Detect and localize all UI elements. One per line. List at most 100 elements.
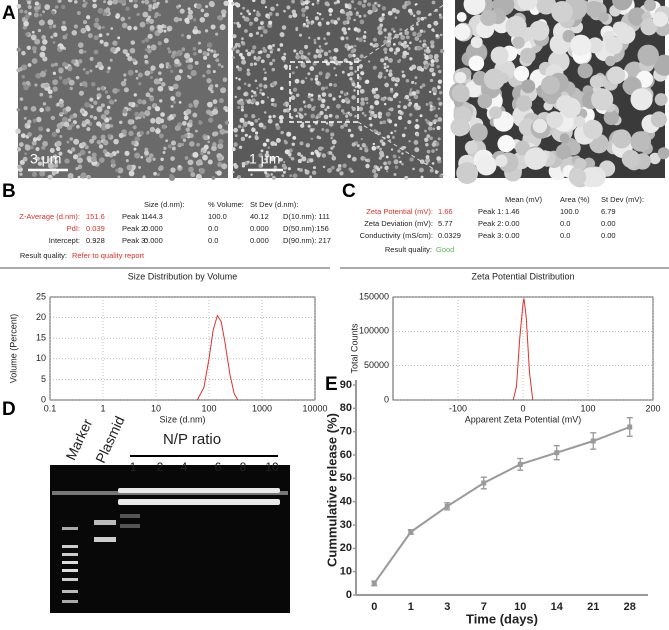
panel-label: D	[2, 399, 16, 420]
texture	[260, 0, 266, 5]
x-tick-label: -100	[449, 403, 467, 413]
texture	[347, 53, 353, 58]
texture	[406, 0, 412, 6]
texture	[321, 127, 325, 132]
texture	[419, 29, 424, 33]
texture	[240, 105, 244, 109]
texture	[116, 150, 120, 154]
texture	[345, 36, 349, 40]
texture	[144, 150, 150, 156]
texture	[267, 16, 271, 19]
texture	[438, 69, 442, 74]
texture	[186, 34, 192, 40]
texture	[50, 35, 54, 39]
texture	[250, 173, 253, 176]
texture	[349, 77, 353, 81]
texture	[134, 104, 139, 108]
texture	[258, 153, 263, 158]
chart-title: Zeta Potential Distribution	[471, 271, 574, 281]
cell: Peak 1:	[478, 207, 503, 216]
texture	[22, 156, 28, 162]
texture	[317, 94, 321, 98]
texture	[206, 78, 212, 84]
texture	[317, 96, 322, 101]
texture	[425, 155, 430, 159]
texture	[206, 151, 211, 155]
texture	[398, 100, 402, 104]
texture	[260, 99, 265, 104]
texture	[23, 84, 29, 91]
texture	[100, 103, 105, 108]
header: St Dev (mV):	[601, 195, 644, 204]
texture	[316, 153, 321, 158]
texture	[64, 62, 69, 67]
texture	[365, 79, 370, 84]
texture	[307, 93, 311, 96]
texture	[192, 28, 199, 35]
texture	[120, 0, 127, 5]
texture	[367, 2, 372, 7]
texture	[404, 175, 409, 180]
texture	[433, 20, 439, 26]
texture	[436, 125, 441, 131]
texture	[276, 137, 281, 143]
texture	[387, 32, 392, 37]
texture	[233, 21, 236, 25]
texture	[372, 65, 377, 70]
texture	[40, 156, 45, 161]
texture	[342, 20, 347, 25]
texture	[328, 49, 332, 53]
texture	[110, 100, 115, 105]
texture	[149, 25, 155, 31]
texture	[135, 69, 138, 73]
texture	[524, 147, 547, 170]
texture	[351, 142, 356, 147]
texture	[363, 30, 367, 34]
texture	[196, 142, 200, 147]
texture	[283, 9, 286, 13]
texture	[454, 71, 467, 84]
texture	[194, 129, 198, 133]
texture	[431, 162, 435, 165]
texture	[280, 130, 284, 135]
texture	[237, 174, 241, 179]
texture	[54, 159, 59, 164]
texture	[612, 129, 632, 149]
texture	[395, 47, 401, 53]
texture	[513, 65, 530, 82]
texture	[430, 59, 435, 64]
texture	[291, 142, 295, 146]
texture	[379, 114, 382, 117]
texture	[158, 13, 162, 17]
texture	[138, 165, 142, 169]
texture	[32, 137, 38, 142]
y-tick-label: 0	[41, 394, 46, 404]
texture	[192, 46, 197, 51]
texture	[87, 33, 93, 39]
texture	[279, 157, 283, 162]
texture	[199, 168, 206, 175]
texture	[347, 128, 352, 133]
texture	[649, 152, 661, 165]
cell: Peak 2:	[122, 224, 147, 233]
texture	[178, 69, 183, 74]
texture	[92, 0, 97, 3]
texture	[55, 128, 61, 134]
texture	[210, 24, 216, 30]
texture	[394, 165, 399, 169]
texture	[399, 160, 402, 164]
texture	[16, 108, 21, 112]
texture	[359, 88, 365, 94]
texture	[144, 37, 150, 43]
texture	[260, 59, 265, 64]
texture	[436, 156, 441, 161]
texture	[652, 11, 668, 27]
texture	[630, 131, 652, 152]
texture	[327, 168, 332, 173]
texture	[163, 38, 169, 44]
texture	[300, 0, 304, 4]
texture	[67, 66, 73, 72]
texture	[388, 57, 393, 63]
texture	[435, 148, 438, 151]
texture	[48, 157, 54, 163]
